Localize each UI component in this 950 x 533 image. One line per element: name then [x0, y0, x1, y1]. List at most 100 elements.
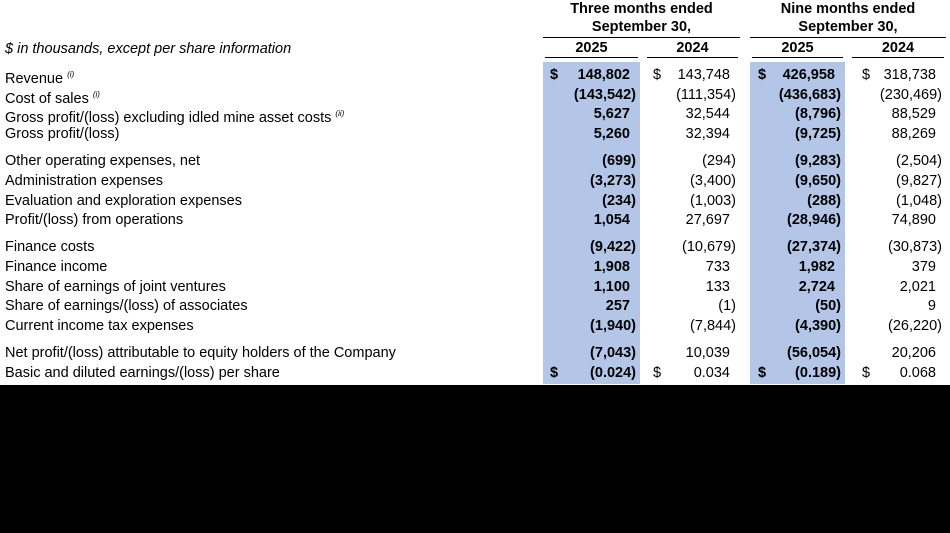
label-text: Share of earnings/(loss) of associates [5, 298, 248, 315]
row-label: Administration expenses [5, 172, 163, 190]
currency-sign: $ [758, 67, 767, 83]
cell-value: (7,844) [690, 318, 736, 334]
label-text: Other operating expenses, net [5, 153, 201, 170]
cell-value: 1,054 [593, 212, 630, 229]
cell-value: (234) [602, 192, 636, 209]
currency-sign: $ [653, 364, 662, 381]
row-label: Gross profit/(loss) excluding idled mine… [5, 105, 344, 127]
label-text: Revenue [5, 71, 64, 87]
cell-value: (50) [815, 298, 841, 315]
year: 2025 [781, 40, 814, 56]
cell-value: 1,908 [593, 258, 630, 275]
cell-value: (9,827) [896, 172, 942, 189]
group-subtitle: September 30, [798, 19, 898, 35]
row-label: Finance income [5, 258, 107, 276]
cell-value: (3,273) [590, 172, 636, 189]
cell-value: (4,390) [795, 318, 841, 334]
row-label: Finance costs [5, 238, 94, 256]
row-label: Profit/(loss) from operations [5, 211, 183, 229]
cell-value: 148,802 [577, 67, 630, 83]
cell-value: 88,269 [891, 126, 936, 143]
cell-value: (1,940) [590, 318, 636, 334]
footnote-ref: (i) [67, 70, 75, 79]
cell-value: (2,504) [896, 153, 942, 170]
currency-sign: $ [862, 67, 871, 83]
year: 2025 [575, 40, 608, 56]
cell-value: 10,039 [685, 345, 730, 361]
cell-value: (1) [718, 298, 736, 315]
row-label: Share of earnings of joint ventures [5, 278, 226, 296]
label-text: Gross profit/(loss) [5, 126, 120, 143]
cell-value: 0.034 [693, 364, 730, 381]
cell-value: 1,100 [593, 278, 630, 295]
currency-sign: $ [862, 364, 871, 381]
label-text: Finance income [5, 258, 108, 275]
cell-value: (436,683) [778, 86, 841, 103]
cell-value: 426,958 [782, 67, 835, 83]
cell-value: (294) [702, 153, 736, 170]
cell-value: 88,529 [891, 106, 936, 123]
row-label: Share of earnings/(loss) of associates [5, 297, 248, 315]
year-rule [647, 57, 738, 58]
cell-value: 143,748 [677, 67, 730, 83]
footnote-ref: (ii) [335, 109, 345, 119]
label-text: Finance costs [5, 239, 95, 256]
group-title: Nine months ended [780, 1, 916, 17]
year: 2024 [881, 40, 915, 56]
cell-value: 74,890 [891, 212, 936, 229]
footnote-ref: (i) [92, 89, 100, 99]
cell-value: (3,400) [690, 172, 736, 189]
cell-value: (699) [602, 153, 636, 170]
cell-value: 32,544 [685, 106, 730, 123]
year: 2024 [676, 40, 709, 56]
group-title: Three months ended [570, 1, 713, 17]
cell-value: 20,206 [891, 345, 936, 361]
cell-value: (8,796) [795, 106, 841, 123]
cell-value: 0.068 [899, 364, 936, 381]
caption: $ in thousands, except per share informa… [5, 41, 292, 57]
cell-value: (9,725) [795, 126, 841, 143]
cell-value: (28,946) [786, 212, 841, 229]
cell-value: (9,283) [795, 153, 841, 170]
cell-value: 318,738 [883, 67, 936, 83]
cell-value: 1,982 [798, 258, 835, 275]
header-rule [543, 37, 740, 38]
cell-value: 32,394 [685, 126, 730, 143]
label-text: Net profit/(loss) attributable to equity… [5, 345, 396, 361]
income-statement: Three months ended September 30, Nine mont… [0, 0, 950, 385]
cell-value: 5,260 [593, 126, 630, 143]
cell-value: 733 [705, 258, 730, 275]
year-rule [545, 57, 638, 58]
year-rule [752, 57, 843, 58]
highlight-column [543, 62, 640, 384]
cell-value: (0.024) [590, 364, 636, 381]
row-label: Basic and diluted earnings/(loss) per sh… [5, 364, 280, 382]
cell-value: (30,873) [887, 239, 942, 256]
cell-value: (230,469) [879, 86, 942, 103]
cell-value: (1,048) [896, 192, 942, 209]
cell-value: 9 [927, 298, 936, 315]
row-label: Cost of sales (i) [5, 86, 100, 108]
highlight-column [750, 62, 845, 384]
cell-value: (10,679) [681, 239, 736, 256]
label-text: Share of earnings of joint ventures [5, 278, 226, 295]
year-rule [852, 57, 944, 58]
label-text: Basic and diluted earnings/(loss) per sh… [5, 364, 280, 381]
cell-value: (9,650) [795, 172, 841, 189]
label-text: Profit/(loss) from operations [5, 212, 184, 229]
label-text: Administration expenses [5, 172, 163, 189]
label-text: Cost of sales [5, 90, 89, 107]
label-text: Current income tax expenses [5, 318, 194, 334]
row-label: Current income tax expenses [5, 317, 194, 335]
row-label: Revenue (i) [5, 66, 74, 88]
cell-value: 2,724 [798, 278, 835, 295]
cell-value: 5,627 [593, 106, 630, 123]
group-subtitle: September 30, [591, 19, 692, 35]
row-label: Evaluation and exploration expenses [5, 192, 242, 210]
cell-value: (26,220) [887, 318, 942, 334]
currency-sign: $ [550, 364, 559, 381]
cell-value: 2,021 [899, 278, 936, 295]
cell-value: (143,542) [573, 86, 636, 103]
cell-value: (9,422) [590, 239, 636, 256]
